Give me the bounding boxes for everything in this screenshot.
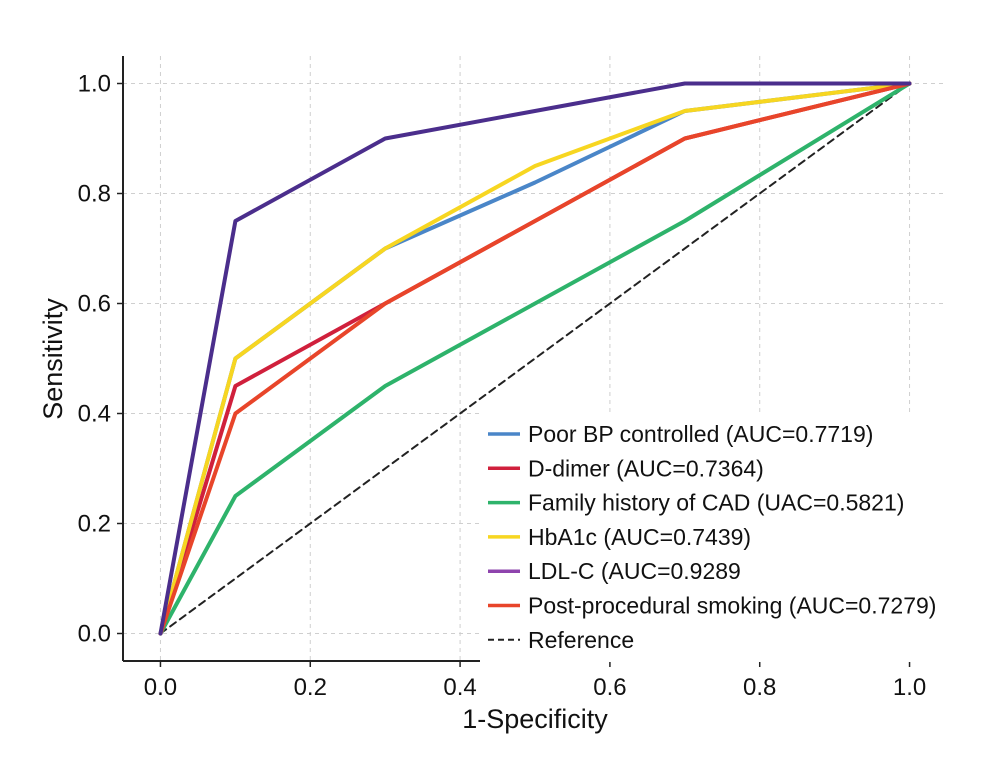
legend-label: LDL-C (AUC=0.9289 bbox=[528, 558, 741, 584]
y-tick-label: 1.0 bbox=[78, 71, 111, 98]
x-tick-label: 0.8 bbox=[743, 674, 776, 701]
x-tick-label: 0.6 bbox=[593, 674, 626, 701]
series-line-2 bbox=[158, 81, 912, 636]
legend-label: HbA1c (AUC=0.7439) bbox=[528, 524, 751, 550]
legend-background bbox=[480, 412, 960, 662]
y-axis-label: Sensitivity bbox=[38, 298, 68, 420]
series-line-6 bbox=[159, 82, 911, 635]
y-tick-label: 0.8 bbox=[78, 181, 111, 208]
series-line-5 bbox=[158, 81, 912, 636]
legend-label: D-dimer (AUC=0.7364) bbox=[528, 455, 764, 481]
legend-label: Reference bbox=[528, 627, 634, 653]
x-tick-label: 0.0 bbox=[144, 674, 177, 701]
x-tick-label: 0.4 bbox=[443, 674, 476, 701]
y-tick-label: 0.6 bbox=[78, 291, 111, 318]
series-line-3 bbox=[158, 81, 912, 636]
y-tick-label: 0.2 bbox=[78, 511, 111, 538]
x-axis-ticks: 0.0 0.2 0.4 0.6 0.8 1.0 bbox=[144, 661, 926, 701]
series-line-4 bbox=[158, 81, 912, 636]
x-tick-label: 1.0 bbox=[893, 674, 926, 701]
x-axis-label: 1-Specificity bbox=[462, 704, 608, 734]
y-tick-label: 0.0 bbox=[78, 621, 111, 648]
legend-label: Poor BP controlled (AUC=0.7719) bbox=[528, 421, 873, 447]
y-tick-label: 0.4 bbox=[78, 401, 111, 428]
legend-label: Family history of CAD (UAC=0.5821) bbox=[528, 490, 904, 516]
series-lines bbox=[158, 81, 912, 636]
legend: Poor BP controlled (AUC=0.7719) D-dimer (… bbox=[488, 421, 936, 653]
y-axis-ticks: 0.0 0.2 0.4 0.6 0.8 1.0 bbox=[78, 71, 123, 648]
legend-label: Post-procedural smoking (AUC=0.7279) bbox=[528, 593, 936, 619]
x-tick-label: 0.2 bbox=[294, 674, 327, 701]
